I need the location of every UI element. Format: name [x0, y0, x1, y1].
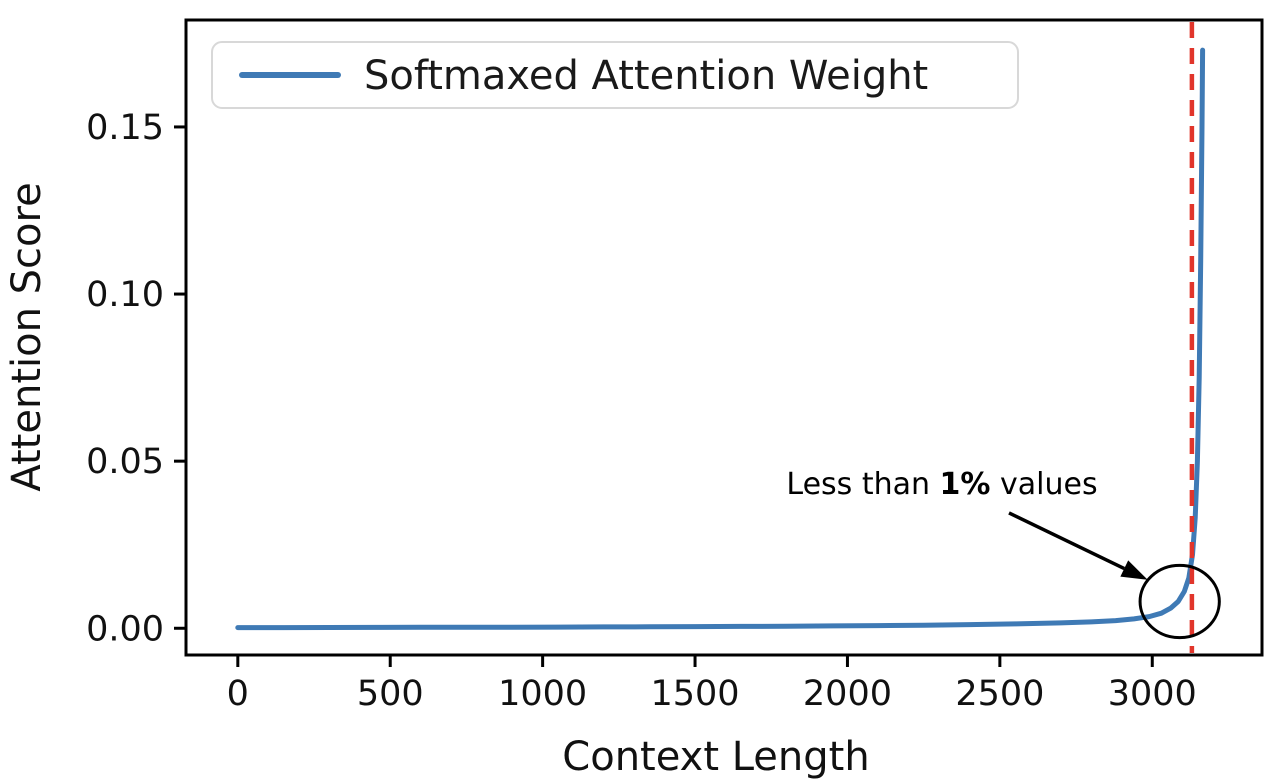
- y-tick-label: 0.00: [86, 609, 164, 649]
- y-tick-label: 0.05: [86, 442, 164, 482]
- legend-box: [211, 41, 1019, 109]
- x-axis-label: Context Length: [562, 734, 869, 780]
- x-tick-label: 2000: [803, 674, 892, 714]
- legend-label: Softmaxed Attention Weight: [364, 53, 928, 99]
- annotation-text: Less than 1% values: [786, 467, 1097, 502]
- legend: Softmaxed Attention Weight: [211, 41, 1019, 109]
- x-tick-label: 1500: [651, 674, 740, 714]
- x-tick-label: 0: [227, 674, 249, 714]
- y-axis-label: Attention Score: [4, 182, 50, 491]
- x-tick-label: 500: [357, 674, 424, 714]
- plot-area: 0 500 1000 1500 2000 2500 3000 0.00 0.05 0.10 0.15: [86, 18, 1264, 714]
- annotation-arrow-head: [1120, 560, 1148, 580]
- annotation-arrow-line: [1008, 511, 1126, 571]
- series-line: [235, 47, 1206, 631]
- x-tick-label: 3000: [1108, 674, 1197, 714]
- y-tick-label: 0.10: [86, 275, 164, 315]
- plot-border: [184, 18, 1264, 657]
- x-tick-label: 2500: [955, 674, 1044, 714]
- highlight-circle: [1138, 563, 1221, 640]
- y-tick-label: 0.15: [86, 108, 164, 148]
- x-tick-label: 1000: [498, 674, 587, 714]
